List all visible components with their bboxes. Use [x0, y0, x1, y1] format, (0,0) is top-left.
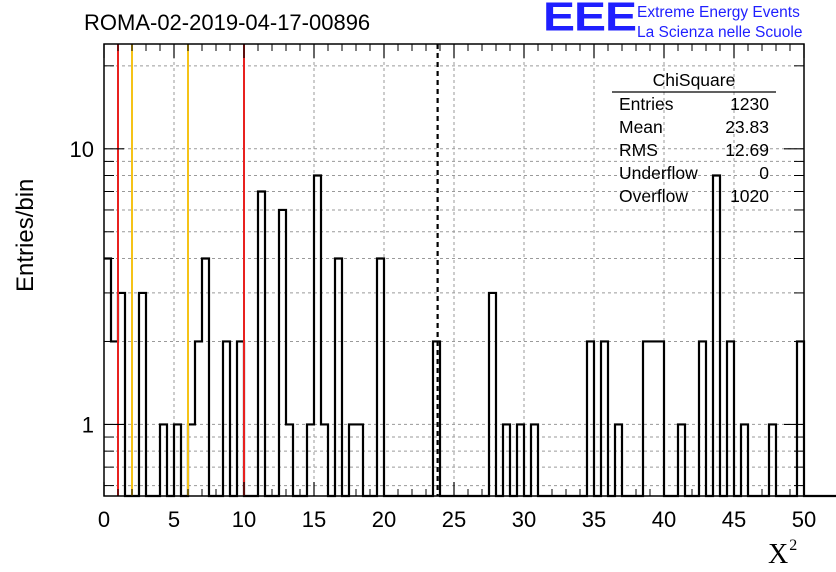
stats-row-value: 1020: [730, 186, 769, 206]
eee-logo-mark: EEE: [543, 0, 637, 40]
x-tick-label: 50: [792, 507, 816, 532]
stats-row-label: RMS: [619, 140, 658, 160]
stats-row-label: Entries: [619, 94, 674, 114]
x-axis-label-base: X: [768, 539, 789, 570]
x-tick-label: 20: [372, 507, 396, 532]
eee-logo: EEE Extreme Energy Events La Scienza nel…: [543, 0, 833, 46]
x-tick-label: 40: [652, 507, 676, 532]
stats-row-label: Overflow: [619, 186, 688, 206]
x-tick-label: 45: [722, 507, 746, 532]
x-tick-label: 30: [512, 507, 536, 532]
x-axis-label-sup: 2: [789, 537, 798, 554]
x-tick-label: 25: [442, 507, 466, 532]
x-tick-label: 10: [232, 507, 256, 532]
stats-row-value: 23.83: [725, 117, 769, 137]
eee-logo-line2: La Scienza nelle Scuole: [637, 24, 803, 41]
y-tick-label: 10: [70, 137, 94, 162]
x-tick-label: 5: [168, 507, 180, 532]
x-axis-label: X2: [768, 537, 797, 571]
histogram-outline: [104, 174, 836, 498]
y-tick-label: 1: [82, 412, 94, 437]
x-tick-label: 15: [302, 507, 326, 532]
run-title: ROMA-02-2019-04-17-00896: [84, 10, 371, 35]
stats-row-value: 12.69: [725, 140, 769, 160]
stats-row-label: Underflow: [619, 163, 698, 183]
eee-logo-line1: Extreme Energy Events: [637, 4, 800, 21]
stats-row-label: Mean: [619, 117, 663, 137]
stats-row-value: 1230: [730, 94, 769, 114]
stats-title: ChiSquare: [653, 70, 736, 90]
x-tick-label: 0: [98, 507, 110, 532]
stats-row-value: 0: [759, 163, 769, 183]
x-tick-label: 35: [582, 507, 606, 532]
